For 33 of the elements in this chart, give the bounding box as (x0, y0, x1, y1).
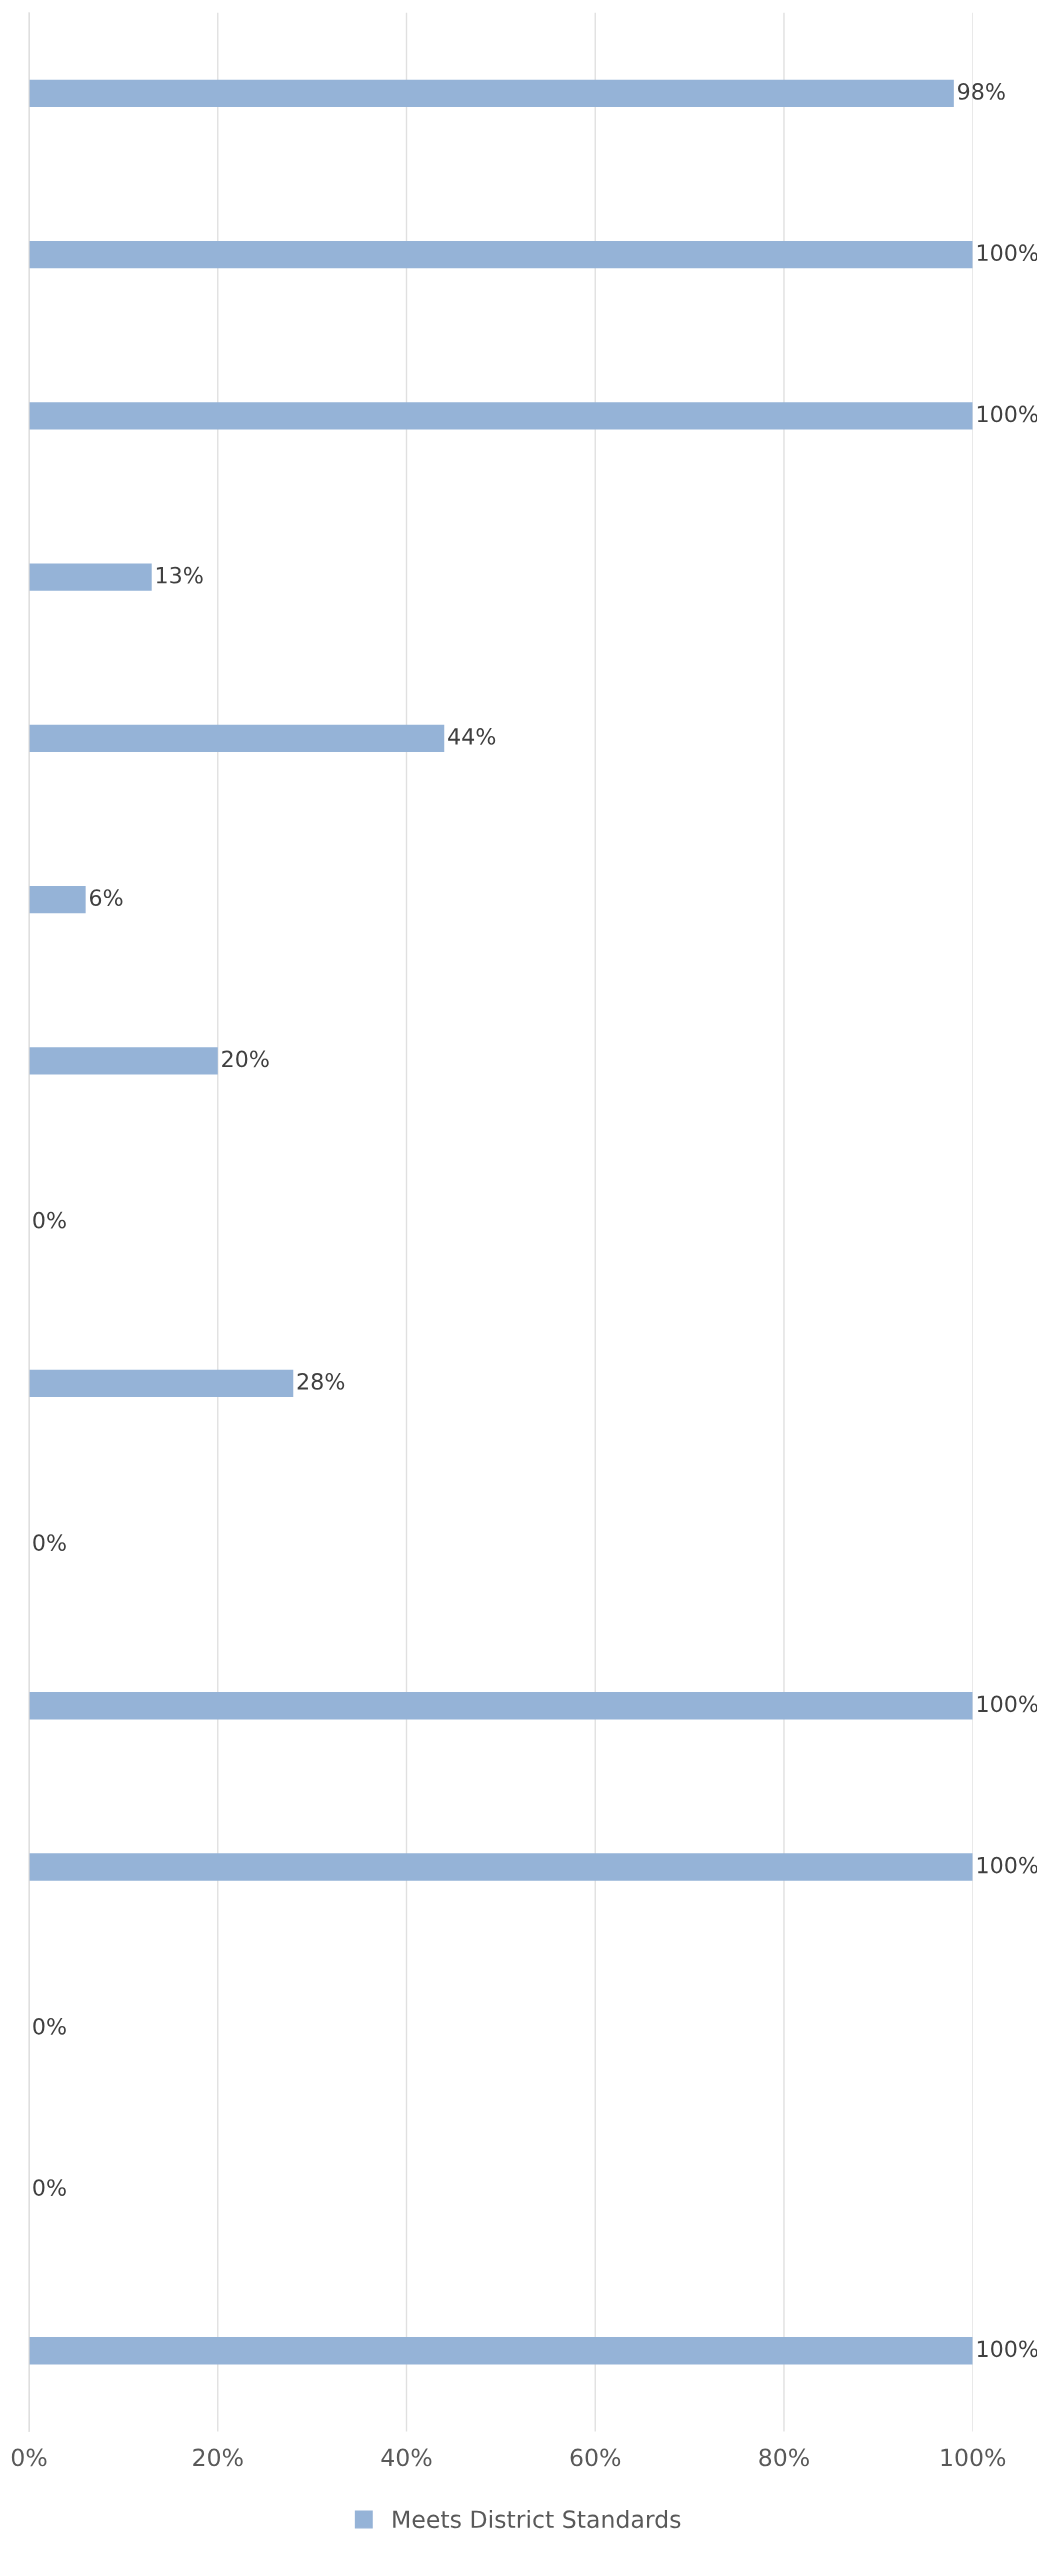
bar (29, 402, 973, 430)
bar (29, 2337, 973, 2365)
data-label: 100% (977, 1856, 1037, 1874)
bar (29, 240, 973, 269)
x-tick-label: 0% (11, 2448, 47, 2467)
data-label: 0% (33, 1534, 66, 1552)
data-label: 100% (977, 244, 1037, 262)
bar (29, 1047, 218, 1075)
bar (29, 885, 86, 914)
data-label: 100% (977, 2340, 1037, 2358)
data-label: 100% (977, 405, 1037, 423)
x-tick-label: 20% (193, 2448, 243, 2467)
data-label: 13% (156, 566, 203, 584)
data-label: 0% (33, 2179, 66, 2196)
data-label: 0% (33, 1211, 66, 1229)
x-tick-label: 80% (759, 2448, 809, 2467)
data-label: 6% (89, 889, 123, 907)
bar (29, 563, 152, 591)
data-label: 28% (297, 1372, 345, 1390)
bar (29, 724, 445, 753)
x-tick-label: 40% (381, 2448, 432, 2467)
bar (29, 1853, 973, 1881)
data-label: 98% (958, 83, 1005, 100)
bar (29, 1369, 294, 1398)
data-label: 20% (222, 1050, 269, 1068)
bar (29, 79, 954, 108)
bar (29, 1692, 973, 1720)
x-tick-label: 60% (570, 2448, 621, 2467)
x-tick-label: 100% (941, 2448, 1006, 2467)
legend-label: Meets District Standards (393, 2509, 681, 2529)
data-label: 44% (448, 728, 496, 745)
data-label: 100% (977, 1695, 1037, 1713)
data-label: 0% (33, 2017, 66, 2035)
